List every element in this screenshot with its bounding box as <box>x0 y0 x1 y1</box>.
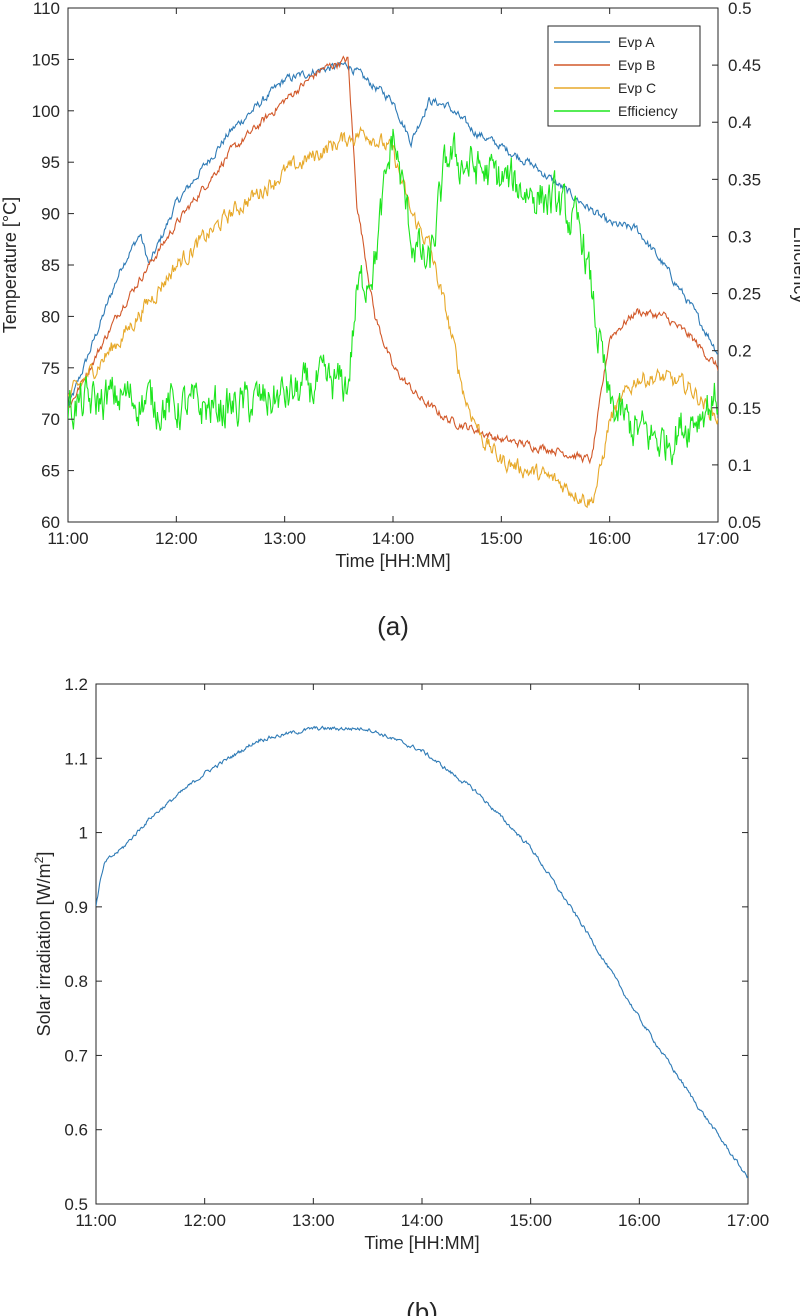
x-tick-label: 13:00 <box>263 529 306 548</box>
legend-entry: Efficiency <box>618 103 678 119</box>
y-axis-label-superscript: 2 <box>32 856 46 863</box>
y-tick-label: 1.2 <box>64 675 88 694</box>
series-line-evp-a <box>68 61 718 409</box>
y-axis-label-main: Solar irradiation [W/m <box>34 863 54 1036</box>
x-tick-label: 11:00 <box>47 529 88 548</box>
series-group <box>96 725 748 1179</box>
y-tick-label: 0.5 <box>64 1195 88 1214</box>
legend-entry: Evp C <box>618 80 656 96</box>
y2-tick-label: 0.45 <box>728 56 761 75</box>
x-axis-label: Time [HH:MM] <box>364 1233 479 1253</box>
x-axis-label: Time [HH:MM] <box>335 551 450 571</box>
y2-tick-label: 0.25 <box>728 285 761 304</box>
plot-frame <box>95 683 749 1205</box>
y-tick-label: 60 <box>41 513 60 532</box>
legend-entry: Evp A <box>618 34 655 50</box>
y2-tick-label: 0.15 <box>728 399 761 418</box>
y2-tick-label: 0.35 <box>728 170 761 189</box>
y-tick-label: 65 <box>41 462 60 481</box>
y-tick-label: 70 <box>41 410 60 429</box>
y-tick-label: 1.1 <box>64 749 88 768</box>
y2-axis-label: Efficiency <box>790 227 800 304</box>
y2-tick-label: 0.4 <box>728 113 752 132</box>
series-group <box>68 55 718 509</box>
series-line-evp-b <box>68 55 718 465</box>
y-tick-label: 90 <box>41 205 60 224</box>
y2-tick-label: 0.1 <box>728 456 752 475</box>
x-tick-label: 14:00 <box>372 529 415 548</box>
x-tick-label: 13:00 <box>292 1211 335 1230</box>
x-tick-label: 14:00 <box>401 1211 444 1230</box>
y-tick-label: 95 <box>41 153 60 172</box>
series-line-evp-c <box>68 125 718 509</box>
y-axis-label: Solar irradiation [W/m2] <box>32 852 54 1037</box>
y-axis-label: Temperature [°C] <box>0 197 20 333</box>
y2-tick-label: 0.3 <box>728 227 752 246</box>
legend-entry: Evp B <box>618 57 655 73</box>
y-tick-label: 0.7 <box>64 1046 88 1065</box>
y-axis-label-tail: ] <box>34 852 54 857</box>
y-tick-label: 1 <box>79 824 88 843</box>
x-tick-label: 17:00 <box>697 529 740 548</box>
y2-tick-label: 0.2 <box>728 342 752 361</box>
chart-0: 11:00 12:00 13:00 14:00 15:00 16:00 17:00 60 65 7… <box>0 0 800 641</box>
x-tick-label: 12:00 <box>183 1211 226 1230</box>
x-tick-label: 17:00 <box>727 1211 770 1230</box>
x-tick-label: 16:00 <box>618 1211 661 1230</box>
y-tick-label: 80 <box>41 307 60 326</box>
panel-label: (b) <box>406 1297 438 1316</box>
x-tick-label: 12:00 <box>155 529 198 548</box>
y2-tick-label: 0.05 <box>728 513 761 532</box>
x-tick-label: 15:00 <box>480 529 523 548</box>
x-tick-label: 11:00 <box>75 1211 116 1230</box>
y-tick-label: 0.9 <box>64 898 88 917</box>
x-tick-label: 16:00 <box>588 529 631 548</box>
legend: Evp A Evp B Evp C Efficiency <box>547 25 701 127</box>
y-tick-label: 100 <box>32 102 60 121</box>
series-line-0 <box>96 725 748 1179</box>
x-tick-label: 15:00 <box>509 1211 552 1230</box>
y-tick-label: 105 <box>32 50 60 69</box>
y-tick-label: 110 <box>33 0 60 18</box>
chart-1: 11:00 12:00 13:00 14:00 15:00 16:00 17:00 0.5 0.… <box>32 675 769 1316</box>
series-line-efficiency <box>68 128 718 466</box>
y-tick-label: 85 <box>41 256 60 275</box>
y-tick-label: 0.6 <box>64 1121 88 1140</box>
y-tick-label: 75 <box>41 359 60 378</box>
y-tick-label: 0.8 <box>64 972 88 991</box>
y2-tick-label: 0.5 <box>728 0 752 18</box>
panel-label: (a) <box>377 611 409 641</box>
